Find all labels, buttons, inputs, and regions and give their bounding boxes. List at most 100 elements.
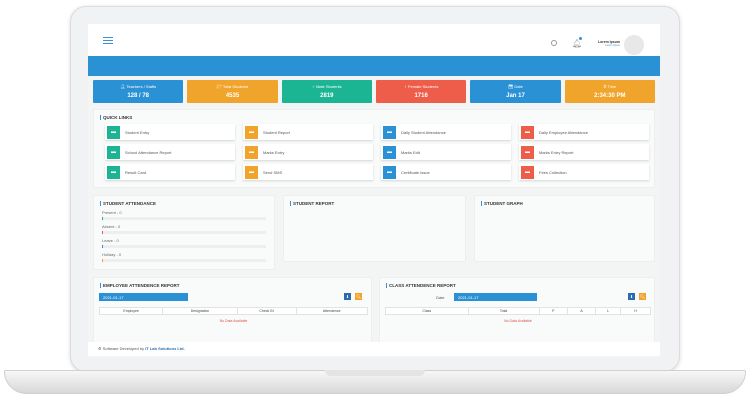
quick-link[interactable]: ▬ Student Report [243,124,373,140]
class-report-title: CLASS ATTENDENCE REPORT [386,283,648,288]
quick-link[interactable]: ▬ Send SMS [243,164,373,180]
quick-link[interactable]: ▬ Marks Edit [381,144,511,160]
student-attendance-title: STUDENT ATTENDANCE [100,201,268,206]
date-label: Date [436,295,445,300]
quick-link-label: Marks Entry [263,149,285,155]
stat-card[interactable]: 📅︎ Date Jan 17 [470,80,561,103]
graduation-cap-icon: ▬ [383,165,396,179]
user-icon: 👤︎ [120,84,126,89]
quick-link-label: Result Card [125,169,147,175]
class-report-panel: CLASS ATTENDENCE REPORT Date 2021-01-17 … [379,277,655,347]
avatar[interactable] [624,35,644,55]
class-empty-text: No Data Available [504,319,532,323]
graduation-cap-icon: ▬ [107,125,120,139]
stat-label: Male Students [316,84,342,89]
quick-link-label: Fees Collection [539,169,567,175]
stat-card[interactable]: 📂︎ Total Students 4535 [187,80,278,103]
dashboard-screen: 🔔︎ Lorem Ipsum Lorem Ipsum 👤︎ Teachers / … [88,24,660,358]
employee-table: Employee Designation Check IN Attendence [98,307,368,315]
quick-link-label: Daily Employee Attendance [539,129,588,135]
folder-icon: 📂︎ [216,84,222,89]
attendance-progress-bar [102,231,266,234]
student-report-panel: STUDENT REPORT [283,195,466,262]
search-icon[interactable]: 🔍︎ [639,293,646,300]
column-header: Total [467,307,540,315]
blue-banner [88,56,660,76]
download-icon[interactable]: ⬇ [344,293,351,300]
male-icon: ♂ [311,84,315,89]
quick-link[interactable]: ▬ Daily Employee Attendance [519,124,649,140]
quick-links-title: QUICK LINKS [100,115,648,120]
footer: ⚙ Software Developed by IT Lab Solutions… [88,342,660,356]
quick-link-label: Marks Edit [401,149,420,155]
clock-icon: ⏱︎ [603,84,607,89]
quick-link[interactable]: ▬ Daily Student Attendance [381,124,511,140]
stat-card[interactable]: ♂ Male Students 2819 [281,80,372,103]
notification-dot [579,37,582,40]
search-icon[interactable]: 🔍︎ [355,293,362,300]
quick-link[interactable]: ▬ Certificate Issue [381,164,511,180]
footer-text: Software Developed by [102,346,145,351]
stat-value: 4535 [225,93,240,99]
stat-card[interactable]: ⏱︎ Time 2:34:30 PM [564,80,655,103]
employee-empty-text: No Data Available [219,319,248,323]
quick-link[interactable]: ▬ Marks Entry Report [519,144,649,160]
quick-link[interactable]: ▬ Fees Collection [519,164,649,180]
stat-label: Female Students [408,84,439,89]
quick-link-label: Student Entry [125,129,150,135]
quick-links-panel: QUICK LINKS ▬ Student Entry ▬ Student Repor… [93,109,655,188]
column-header: Attendence [295,307,368,315]
quick-link-label: Student Report [263,129,290,135]
attendance-label: Leave - 0 [102,238,119,243]
employee-report-title: EMPLOYEE ATTENDENCE REPORT [100,283,365,288]
stat-value: Jan 17 [506,93,525,99]
stat-label: Time [607,84,617,89]
attendance-progress-bar [102,259,266,262]
quick-link[interactable]: ▬ Student Entry [105,124,235,140]
stat-value: 128 / 78 [127,93,149,99]
column-header: Employee [98,307,164,315]
stat-label: Total Students [222,84,249,89]
quick-link-label: Certificate Issue [401,169,430,175]
quick-link-label: Daily Student Attendance [401,129,446,135]
stat-value: 2:34:30 PM [594,93,626,99]
student-graph-title: STUDENT GRAPH [481,201,648,206]
bell-icon[interactable]: 🔔︎ [572,39,583,48]
graduation-cap-icon: ▬ [521,165,534,179]
quick-link-label: Marks Entry Report [539,149,574,155]
stats-row: 👤︎ Teachers / Staffs 128 / 78 📂︎ Total Stu… [88,76,660,107]
company-link[interactable]: IT Lab Solutions Ltd. [145,346,185,351]
quick-link[interactable]: ▬ School Attendance Report [105,144,235,160]
attendance-progress-bar [102,245,266,248]
column-header: L [595,307,622,315]
search-icon[interactable] [551,40,557,46]
quick-link-label: Send SMS [263,169,283,175]
column-header: A [566,307,597,315]
graduation-cap-icon: ▬ [107,145,120,159]
graduation-cap-icon: ▬ [245,145,258,159]
employee-date-input[interactable]: 2021-01-17 [99,293,188,301]
user-info[interactable]: Lorem Ipsum Lorem Ipsum [598,40,620,48]
column-header: Class [385,307,469,315]
graduation-cap-icon: ▬ [521,145,534,159]
column-header: P [538,307,568,315]
stat-card[interactable]: 👤︎ Teachers / Staffs 128 / 78 [93,80,184,103]
column-header: H [620,307,651,315]
quick-link[interactable]: ▬ Marks Entry [243,144,373,160]
download-icon[interactable]: ⬇ [628,293,635,300]
attendance-item: Holiday - 0 [102,252,266,262]
hamburger-menu-icon[interactable] [103,37,113,44]
attendance-item: Leave - 0 [102,238,266,248]
calendar-icon: 📅︎ [508,84,514,89]
laptop-notch [325,370,425,376]
attendance-label: Present - 0 [102,210,122,215]
top-header: 🔔︎ Lorem Ipsum Lorem Ipsum [88,24,660,56]
stat-card[interactable]: ♀ Female Students 1716 [375,80,467,103]
quick-link[interactable]: ▬ Result Card [105,164,235,180]
female-icon: ♀ [403,84,407,89]
stat-label: Date [514,84,523,89]
attendance-progress-bar [102,217,266,220]
class-date-input[interactable]: 2021-01-17 [454,293,537,301]
attendance-item: Absent - 0 [102,224,266,234]
graduation-cap-icon: ▬ [383,145,396,159]
